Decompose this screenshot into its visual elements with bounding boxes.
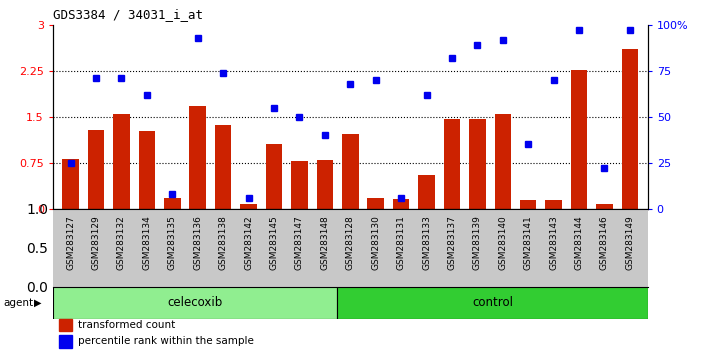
Text: GDS3384 / 34031_i_at: GDS3384 / 34031_i_at bbox=[53, 8, 203, 21]
Bar bbox=[342, 134, 358, 209]
Text: GSM283137: GSM283137 bbox=[448, 215, 456, 270]
Text: GSM283129: GSM283129 bbox=[92, 215, 101, 270]
Text: GSM283127: GSM283127 bbox=[66, 215, 75, 270]
Bar bbox=[265, 144, 282, 209]
Text: GSM283136: GSM283136 bbox=[193, 215, 202, 270]
Text: GSM283144: GSM283144 bbox=[574, 215, 584, 270]
Text: GSM283128: GSM283128 bbox=[346, 215, 355, 270]
Bar bbox=[164, 198, 180, 209]
Bar bbox=[546, 200, 562, 209]
Text: GSM283148: GSM283148 bbox=[320, 215, 329, 270]
Bar bbox=[393, 199, 409, 209]
Text: ▶: ▶ bbox=[34, 298, 42, 308]
Text: percentile rank within the sample: percentile rank within the sample bbox=[77, 336, 253, 346]
Text: transformed count: transformed count bbox=[77, 320, 175, 330]
Bar bbox=[53, 287, 337, 319]
Text: control: control bbox=[472, 296, 513, 309]
Text: GSM283135: GSM283135 bbox=[168, 215, 177, 270]
Bar bbox=[189, 106, 206, 209]
Bar bbox=[622, 49, 638, 209]
Bar bbox=[444, 119, 460, 209]
Text: GSM283133: GSM283133 bbox=[422, 215, 431, 270]
Text: GSM283139: GSM283139 bbox=[473, 215, 482, 270]
Bar bbox=[63, 159, 79, 209]
Text: GSM283146: GSM283146 bbox=[600, 215, 609, 270]
Bar bbox=[240, 204, 257, 209]
Text: GSM283149: GSM283149 bbox=[625, 215, 634, 270]
Bar bbox=[596, 204, 612, 209]
Bar bbox=[418, 175, 435, 209]
Bar bbox=[469, 119, 486, 209]
Bar bbox=[113, 114, 130, 209]
Bar bbox=[494, 114, 511, 209]
Text: celecoxib: celecoxib bbox=[168, 296, 222, 309]
Bar bbox=[367, 198, 384, 209]
Text: GSM283145: GSM283145 bbox=[270, 215, 279, 270]
Text: GSM283131: GSM283131 bbox=[396, 215, 406, 270]
Bar bbox=[520, 200, 536, 209]
Text: agent: agent bbox=[4, 298, 34, 308]
Bar bbox=[571, 70, 587, 209]
Text: GSM283143: GSM283143 bbox=[549, 215, 558, 270]
Text: GSM283138: GSM283138 bbox=[219, 215, 227, 270]
Bar bbox=[291, 161, 308, 209]
Bar bbox=[139, 131, 155, 209]
Text: GSM283132: GSM283132 bbox=[117, 215, 126, 270]
Bar bbox=[58, 319, 72, 331]
Text: GSM283142: GSM283142 bbox=[244, 215, 253, 270]
Bar bbox=[317, 160, 333, 209]
Bar bbox=[58, 335, 72, 348]
Text: GSM283147: GSM283147 bbox=[295, 215, 304, 270]
Text: GSM283130: GSM283130 bbox=[371, 215, 380, 270]
Bar bbox=[337, 287, 648, 319]
Text: GSM283140: GSM283140 bbox=[498, 215, 508, 270]
Text: GSM283134: GSM283134 bbox=[142, 215, 151, 270]
Bar bbox=[88, 130, 104, 209]
Bar bbox=[215, 125, 232, 209]
Text: GSM283141: GSM283141 bbox=[524, 215, 533, 270]
